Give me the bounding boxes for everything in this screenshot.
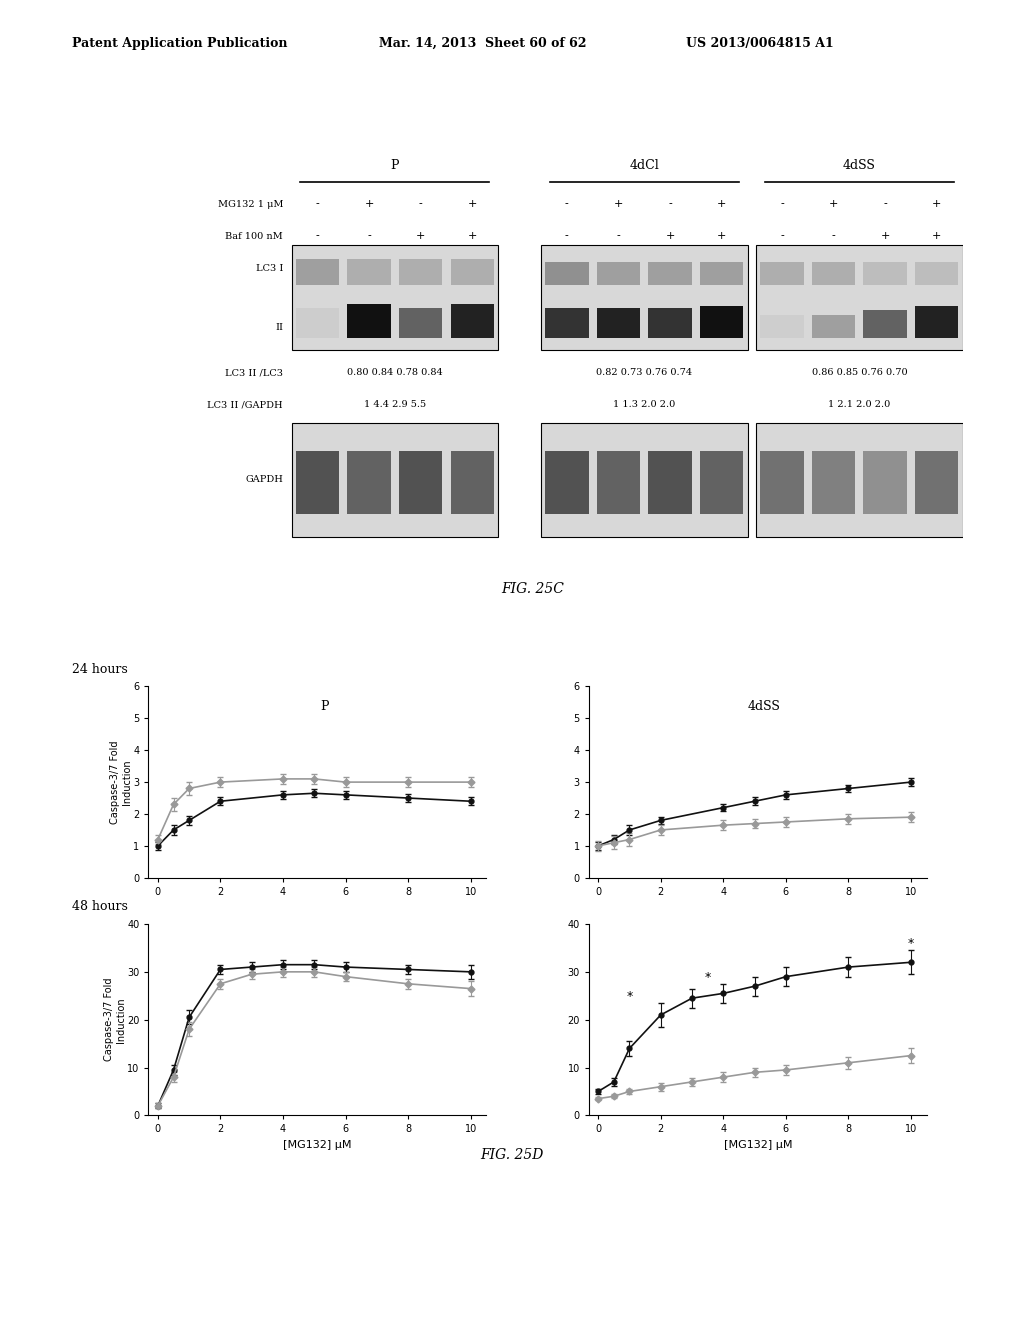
Bar bbox=[597, 263, 640, 285]
Bar bbox=[399, 259, 442, 285]
Text: FIG. 25D: FIG. 25D bbox=[480, 1148, 544, 1163]
Text: +: + bbox=[468, 231, 477, 242]
Bar bbox=[915, 306, 958, 338]
Bar bbox=[648, 263, 692, 285]
Bar bbox=[812, 263, 855, 285]
Bar bbox=[541, 422, 748, 537]
Text: -: - bbox=[565, 199, 568, 210]
Bar bbox=[700, 306, 743, 338]
Text: *: * bbox=[705, 970, 711, 983]
Text: LC3 II /GAPDH: LC3 II /GAPDH bbox=[208, 400, 283, 409]
Text: 4dSS: 4dSS bbox=[843, 158, 876, 172]
Bar bbox=[296, 259, 339, 285]
Text: +: + bbox=[932, 231, 941, 242]
Bar bbox=[863, 263, 907, 285]
Text: *: * bbox=[908, 937, 914, 950]
Text: GAPDH: GAPDH bbox=[245, 475, 283, 484]
Bar bbox=[451, 259, 494, 285]
Text: -: - bbox=[831, 231, 836, 242]
Text: +: + bbox=[666, 231, 675, 242]
Bar bbox=[700, 263, 743, 285]
Text: -: - bbox=[780, 231, 783, 242]
Bar bbox=[292, 422, 498, 537]
Bar bbox=[292, 246, 498, 350]
Bar bbox=[648, 451, 692, 513]
Text: +: + bbox=[416, 231, 425, 242]
Text: P: P bbox=[390, 158, 399, 172]
Bar bbox=[451, 304, 494, 338]
Text: -: - bbox=[419, 199, 423, 210]
Text: 0.82 0.73 0.76 0.74: 0.82 0.73 0.76 0.74 bbox=[596, 368, 692, 378]
Bar bbox=[863, 310, 907, 338]
Bar bbox=[915, 263, 958, 285]
Text: -: - bbox=[368, 231, 371, 242]
X-axis label: [MG132] μM: [MG132] μM bbox=[724, 1140, 792, 1150]
Bar bbox=[545, 263, 589, 285]
Bar bbox=[451, 451, 494, 513]
Bar bbox=[347, 304, 391, 338]
Bar bbox=[545, 309, 589, 338]
Text: -: - bbox=[315, 199, 319, 210]
Text: II: II bbox=[275, 322, 283, 331]
Text: +: + bbox=[613, 199, 624, 210]
Text: MG132 1 μM: MG132 1 μM bbox=[217, 199, 283, 209]
Text: -: - bbox=[780, 199, 783, 210]
Bar bbox=[760, 263, 804, 285]
Text: +: + bbox=[881, 231, 890, 242]
Text: -: - bbox=[565, 231, 568, 242]
Text: LC3 I: LC3 I bbox=[256, 264, 283, 273]
Text: +: + bbox=[932, 199, 941, 210]
Text: +: + bbox=[365, 199, 374, 210]
Text: FIG. 25C: FIG. 25C bbox=[501, 582, 564, 597]
Text: Baf 100 nM: Baf 100 nM bbox=[225, 232, 283, 240]
Text: 24 hours: 24 hours bbox=[72, 663, 127, 676]
Text: -: - bbox=[669, 199, 672, 210]
Text: 48 hours: 48 hours bbox=[72, 900, 128, 913]
Bar bbox=[863, 451, 907, 513]
Text: Patent Application Publication: Patent Application Publication bbox=[72, 37, 287, 50]
X-axis label: [MG132] μM: [MG132] μM bbox=[284, 1140, 351, 1150]
Bar bbox=[347, 259, 391, 285]
Bar bbox=[296, 309, 339, 338]
Text: 1 4.4 2.9 5.5: 1 4.4 2.9 5.5 bbox=[364, 400, 426, 409]
Text: *: * bbox=[627, 990, 633, 1003]
Text: Mar. 14, 2013  Sheet 60 of 62: Mar. 14, 2013 Sheet 60 of 62 bbox=[379, 37, 587, 50]
Text: -: - bbox=[315, 231, 319, 242]
Y-axis label: Caspase-3/7 Fold
Induction: Caspase-3/7 Fold Induction bbox=[111, 741, 132, 824]
Y-axis label: Caspase-3/7 Fold
Induction: Caspase-3/7 Fold Induction bbox=[104, 978, 126, 1061]
Bar bbox=[812, 314, 855, 338]
Bar bbox=[760, 451, 804, 513]
Bar bbox=[756, 422, 963, 537]
Bar bbox=[296, 451, 339, 513]
Text: -: - bbox=[616, 231, 621, 242]
Bar bbox=[760, 314, 804, 338]
Bar bbox=[915, 451, 958, 513]
Text: P: P bbox=[319, 700, 329, 713]
Text: 4dSS: 4dSS bbox=[749, 700, 781, 713]
Text: 1 2.1 2.0 2.0: 1 2.1 2.0 2.0 bbox=[828, 400, 891, 409]
Text: 4dCl: 4dCl bbox=[630, 158, 659, 172]
Bar bbox=[700, 451, 743, 513]
Text: US 2013/0064815 A1: US 2013/0064815 A1 bbox=[686, 37, 834, 50]
Text: LC3 II /LC3: LC3 II /LC3 bbox=[225, 368, 283, 378]
Bar bbox=[541, 246, 748, 350]
Bar bbox=[812, 451, 855, 513]
Bar bbox=[597, 309, 640, 338]
Text: +: + bbox=[717, 199, 726, 210]
Text: -: - bbox=[884, 199, 887, 210]
Bar bbox=[648, 309, 692, 338]
Bar bbox=[545, 451, 589, 513]
Bar bbox=[756, 246, 963, 350]
Text: +: + bbox=[468, 199, 477, 210]
Text: 0.80 0.84 0.78 0.84: 0.80 0.84 0.78 0.84 bbox=[347, 368, 442, 378]
Bar bbox=[347, 451, 391, 513]
Bar bbox=[597, 451, 640, 513]
Text: +: + bbox=[717, 231, 726, 242]
Text: 1 1.3 2.0 2.0: 1 1.3 2.0 2.0 bbox=[613, 400, 676, 409]
Text: 0.86 0.85 0.76 0.70: 0.86 0.85 0.76 0.70 bbox=[812, 368, 907, 378]
Bar bbox=[399, 451, 442, 513]
Bar bbox=[399, 309, 442, 338]
Text: +: + bbox=[828, 199, 839, 210]
